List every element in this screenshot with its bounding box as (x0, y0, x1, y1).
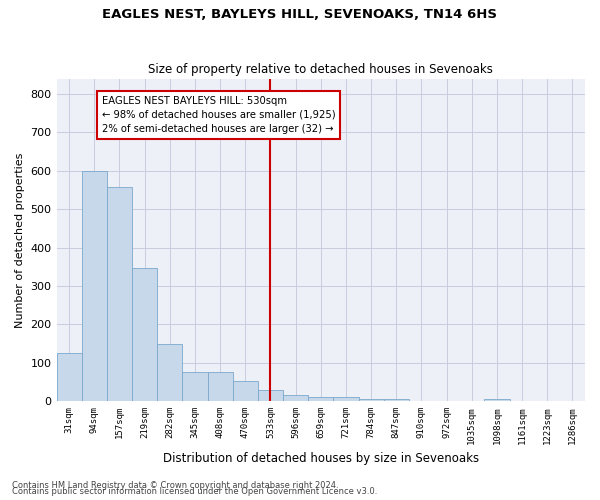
Title: Size of property relative to detached houses in Sevenoaks: Size of property relative to detached ho… (148, 63, 493, 76)
Bar (233, 381, 258, 401)
Bar (308, 396, 334, 401)
Text: EAGLES NEST BAYLEYS HILL: 530sqm
← 98% of detached houses are smaller (1,925)
2%: EAGLES NEST BAYLEYS HILL: 530sqm ← 98% o… (102, 96, 335, 134)
Y-axis label: Number of detached properties: Number of detached properties (15, 152, 25, 328)
X-axis label: Distribution of detached houses by size in Sevenoaks: Distribution of detached houses by size … (163, 452, 479, 465)
Bar (359, 400, 383, 401)
Bar (157, 344, 182, 401)
Bar (132, 268, 157, 401)
Bar (283, 396, 308, 401)
Text: Contains public sector information licensed under the Open Government Licence v3: Contains public sector information licen… (12, 487, 377, 496)
Bar (107, 187, 132, 401)
Bar (484, 400, 509, 401)
Text: Contains HM Land Registry data © Crown copyright and database right 2024.: Contains HM Land Registry data © Crown c… (12, 480, 338, 490)
Bar (208, 372, 233, 401)
Bar (334, 396, 359, 401)
Bar (258, 390, 283, 401)
Bar (82, 170, 107, 401)
Text: EAGLES NEST, BAYLEYS HILL, SEVENOAKS, TN14 6HS: EAGLES NEST, BAYLEYS HILL, SEVENOAKS, TN… (103, 8, 497, 20)
Bar (56, 353, 82, 401)
Bar (383, 400, 409, 401)
Bar (182, 372, 208, 401)
